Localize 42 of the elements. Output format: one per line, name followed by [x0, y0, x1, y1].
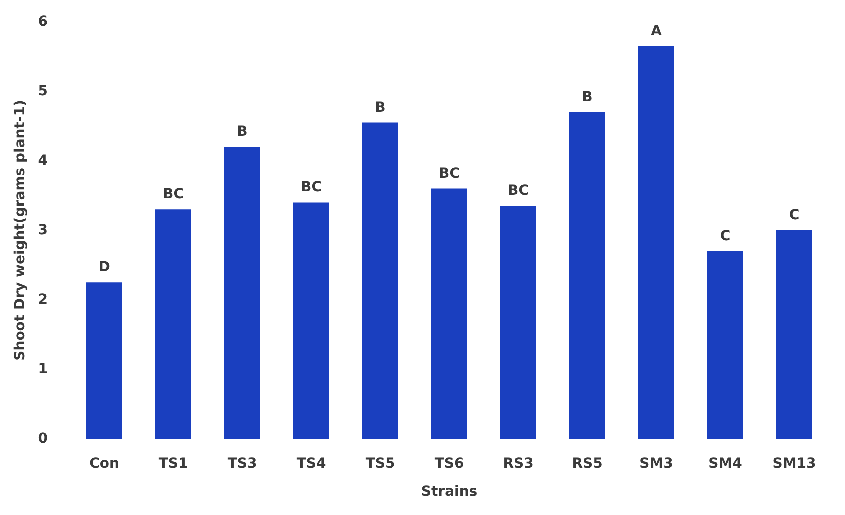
bar [638, 46, 674, 439]
x-tick-label: TS4 [296, 456, 326, 472]
x-tick-label: TS1 [158, 456, 188, 472]
data-label: BC [163, 186, 184, 203]
bar [708, 251, 744, 439]
x-tick-label: RS3 [503, 456, 534, 472]
bar [500, 206, 536, 439]
y-tick-label: 3 [38, 222, 48, 238]
x-tick-label: RS5 [572, 456, 603, 472]
bar [156, 210, 192, 439]
data-label: D [98, 260, 110, 276]
data-label: BC [301, 180, 322, 196]
bar [432, 188, 468, 439]
data-label: B [237, 124, 248, 140]
data-label: C [720, 228, 731, 244]
x-tick-label: SM4 [708, 456, 743, 472]
data-label: BC [439, 166, 460, 182]
data-label: B [582, 89, 593, 106]
y-tick-label: 5 [38, 84, 48, 100]
y-tick-label: 4 [38, 153, 48, 169]
y-tick-label: 1 [38, 362, 48, 378]
bar [224, 147, 260, 439]
bar [570, 112, 606, 439]
x-tick-label: TS3 [228, 456, 258, 472]
data-label: B [375, 100, 386, 116]
bar [362, 122, 398, 439]
data-label: A [651, 23, 662, 40]
x-tick-label: SM3 [640, 456, 674, 472]
x-tick-label: TS6 [434, 456, 464, 472]
bar [776, 230, 812, 439]
y-tick-label: 6 [38, 14, 48, 30]
data-label: BC [508, 183, 529, 200]
data-label: C [789, 208, 800, 224]
bar [294, 202, 330, 439]
y-tick-label: 0 [38, 431, 48, 447]
x-tick-label: TS5 [366, 456, 396, 472]
bar [86, 282, 122, 439]
x-tick-label: Con [90, 456, 120, 472]
y-axis-title: Shoot Dry weight(grams plant-1) [12, 100, 28, 361]
x-tick-label: SM13 [772, 456, 816, 472]
y-tick-label: 2 [38, 292, 48, 308]
x-axis-title: Strains [421, 484, 478, 500]
